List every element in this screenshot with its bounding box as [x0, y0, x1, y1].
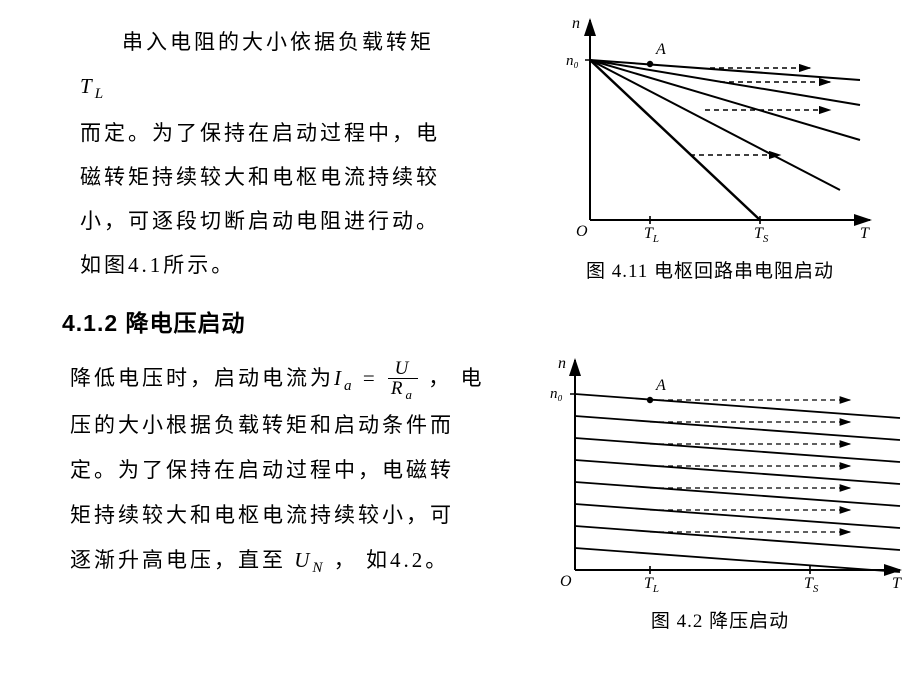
svg-text:A: A [655, 377, 666, 394]
p2-frac-num: U [388, 359, 418, 380]
p2-Ia-I: I [334, 366, 344, 390]
figure-1-svg: n n₀ A O TL TS T [530, 10, 890, 250]
svg-text:TL: TL [644, 575, 659, 595]
section-heading: 4.1.2 降电压启动 [62, 304, 246, 338]
figure-1: n n₀ A O TL TS T 图 4.11 电枢回路串电阻启动 [520, 10, 900, 283]
figure-1-caption: 图 4.11 电枢回路串电阻启动 [520, 256, 900, 283]
svg-text:TS: TS [754, 225, 769, 245]
svg-text:n₀: n₀ [566, 53, 579, 69]
svg-text:n: n [558, 355, 566, 372]
p2-line1: 降低电压时，启动电流为Ia = U Ra ， 电 [70, 356, 490, 403]
p1-TL-L: L [95, 86, 106, 102]
figure-2-svg: n n₀ A O TL TS T [520, 350, 920, 600]
svg-text:n: n [572, 15, 580, 32]
p2-fraction: U Ra [388, 359, 418, 402]
p2-l5-text: 逐渐升高电压，直至 [70, 548, 294, 572]
p2-Ia-a: a [344, 378, 355, 394]
figure-2: n n₀ A O TL TS T 图 4.2 降压启动 [520, 350, 920, 633]
p2-line5: 逐渐升高电压，直至 UN ， 如4.2。 [70, 538, 490, 585]
svg-text:O: O [576, 223, 588, 240]
svg-text:T: T [860, 225, 870, 242]
p2-UN-U: U [294, 548, 312, 572]
svg-text:n₀: n₀ [550, 386, 563, 402]
p2-l5-tail: ， 如4.2。 [326, 548, 450, 572]
p1-line2: 而定。为了保持在启动过程中，电 [80, 111, 460, 155]
p1-line1: 串入电阻的大小依据负载转矩 TL [80, 20, 460, 111]
svg-text:T: T [892, 575, 902, 592]
paragraph-2: 降低电压时，启动电流为Ia = U Ra ， 电 压的大小根据负载转矩和启动条件… [70, 356, 490, 585]
page: 串入电阻的大小依据负载转矩 TL 而定。为了保持在启动过程中，电 磁转矩持续较大… [0, 0, 920, 690]
p2-UN-N: N [312, 560, 325, 576]
figure-2-caption: 图 4.2 降压启动 [520, 606, 920, 633]
svg-text:TS: TS [804, 575, 819, 595]
svg-text:A: A [655, 41, 666, 58]
p2-line3: 定。为了保持在启动过程中，电磁转 [70, 448, 490, 493]
p1-TL-T: T [80, 74, 95, 98]
p2-line2: 压的大小根据负载转矩和启动条件而 [70, 403, 490, 448]
svg-text:TL: TL [644, 225, 659, 245]
p1-l1-text: 串入电阻的大小依据负载转矩 [122, 30, 434, 54]
p1-line5: 如图4.1所示。 [80, 243, 460, 287]
p2-line4: 矩持续较大和电枢电流持续较小，可 [70, 493, 490, 538]
p2-frac-den: Ra [388, 379, 418, 401]
p2-eq: = [363, 366, 378, 390]
svg-text:O: O [560, 573, 572, 590]
paragraph-1: 串入电阻的大小依据负载转矩 TL 而定。为了保持在启动过程中，电 磁转矩持续较大… [80, 20, 460, 287]
p2-l1-text: 降低电压时，启动电流为 [70, 366, 334, 390]
p2-l1-tail: ， 电 [428, 366, 484, 390]
p1-line4: 小，可逐段切断启动电阻进行动。 [80, 199, 460, 243]
p1-line3: 磁转矩持续较大和电枢电流持续较 [80, 155, 460, 199]
